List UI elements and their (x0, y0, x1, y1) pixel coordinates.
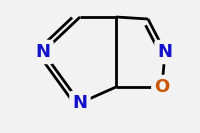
Text: O: O (154, 78, 169, 96)
Text: N: N (72, 94, 87, 112)
Text: N: N (157, 43, 172, 61)
Text: N: N (35, 43, 50, 61)
